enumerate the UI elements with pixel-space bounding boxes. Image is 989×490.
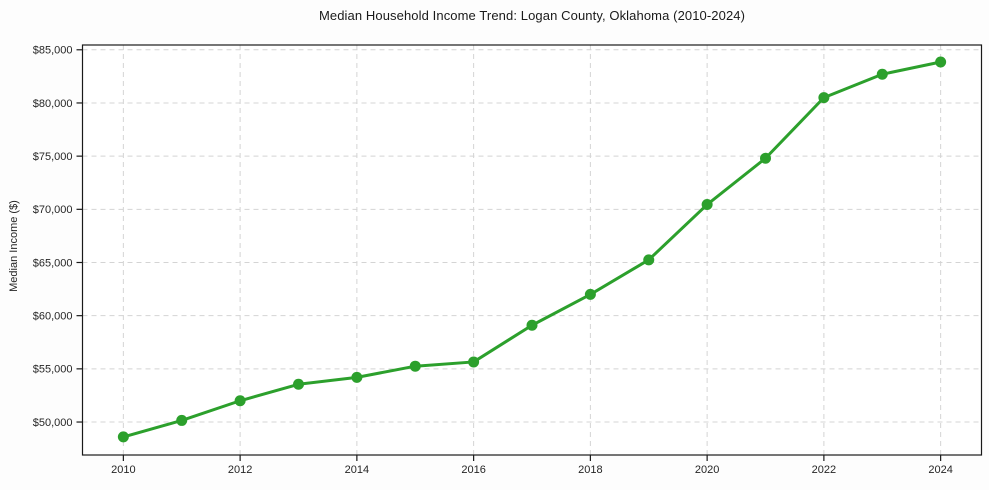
data-point-2010 [117, 431, 129, 443]
x-tick-label: 2010 [111, 464, 135, 476]
x-tick-label: 2018 [578, 464, 602, 476]
y-tick-label: $50,000 [33, 417, 73, 429]
data-point-2019 [643, 254, 655, 266]
data-point-2014 [351, 371, 363, 383]
y-tick-label: $75,000 [33, 151, 73, 163]
data-point-2018 [584, 288, 596, 300]
plot-border [81, 44, 983, 456]
y-tick-label: $85,000 [33, 45, 73, 57]
data-point-2020 [701, 199, 713, 211]
x-tick-label: 2024 [928, 464, 952, 476]
x-tick-label: 2016 [461, 464, 485, 476]
data-point-2012 [234, 395, 246, 407]
data-point-2024 [935, 56, 947, 68]
y-tick-label: $80,000 [33, 98, 73, 110]
chart-title: Median Household Income Trend: Logan Cou… [318, 8, 746, 23]
data-point-2021 [760, 152, 772, 164]
x-tick-label: 2022 [812, 464, 836, 476]
x-tick-label: 2020 [695, 464, 719, 476]
y-tick-label: $65,000 [33, 257, 73, 269]
data-point-2011 [176, 414, 188, 426]
data-point-2015 [409, 360, 421, 372]
x-tick-label: 2014 [345, 464, 369, 476]
y-tick-label: $55,000 [33, 364, 73, 376]
x-tick-label: 2012 [228, 464, 252, 476]
y-tick-label: $70,000 [33, 204, 73, 216]
plot-background [82, 45, 982, 455]
data-point-2017 [526, 319, 538, 331]
data-point-2022 [818, 92, 830, 104]
y-tick-label: $60,000 [33, 310, 73, 322]
data-point-2023 [876, 68, 888, 80]
data-point-2016 [468, 356, 480, 368]
data-point-2013 [292, 378, 304, 390]
